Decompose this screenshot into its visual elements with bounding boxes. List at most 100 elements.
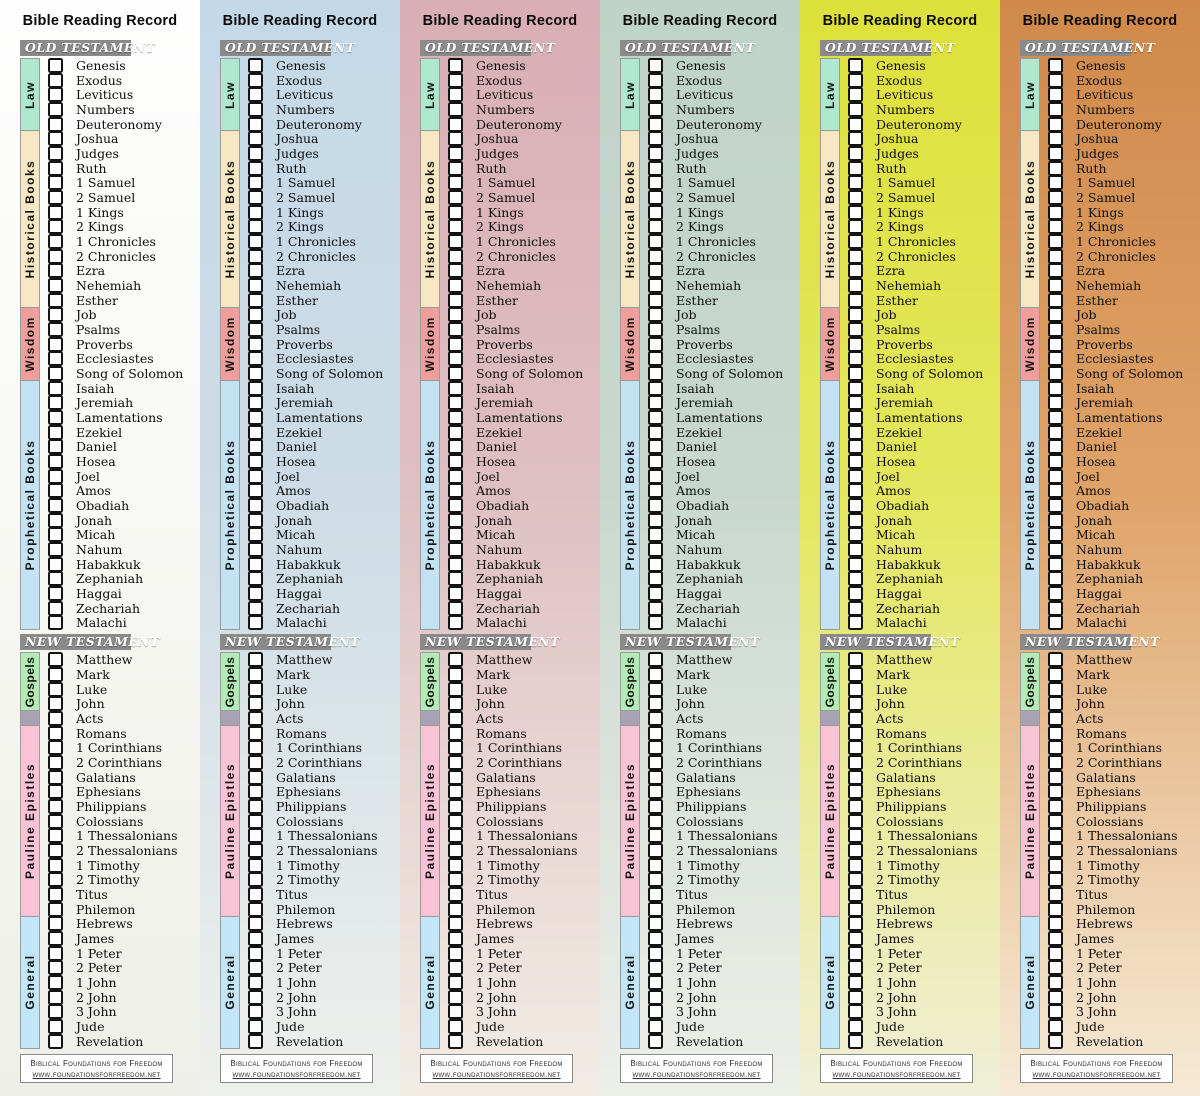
checkbox-exodus[interactable] — [848, 72, 863, 88]
checkbox-song-of-solomon[interactable] — [648, 365, 663, 381]
checkbox-2-peter[interactable] — [448, 960, 463, 976]
checkbox-2-timothy[interactable] — [48, 872, 63, 888]
checkbox-joshua[interactable] — [648, 131, 663, 147]
checkbox-ezra[interactable] — [848, 263, 863, 279]
checkbox-philemon[interactable] — [1048, 901, 1063, 917]
checkbox-2-timothy[interactable] — [648, 872, 663, 888]
checkbox-2-peter[interactable] — [248, 960, 263, 976]
checkbox-james[interactable] — [848, 931, 863, 947]
checkbox-jeremiah[interactable] — [448, 395, 463, 411]
checkbox-jonah[interactable] — [1048, 512, 1063, 528]
checkbox-leviticus[interactable] — [248, 87, 263, 103]
checkbox-micah[interactable] — [48, 527, 63, 543]
checkbox-1-thessalonians[interactable] — [1048, 828, 1063, 844]
checkbox-haggai[interactable] — [848, 586, 863, 602]
checkbox-joshua[interactable] — [1048, 131, 1063, 147]
checkbox-2-john[interactable] — [448, 989, 463, 1005]
checkbox-ezra[interactable] — [48, 263, 63, 279]
checkbox-1-peter[interactable] — [448, 945, 463, 961]
checkbox-2-john[interactable] — [48, 989, 63, 1005]
checkbox-numbers[interactable] — [1048, 101, 1063, 117]
checkbox-2-thessalonians[interactable] — [48, 843, 63, 859]
checkbox-daniel[interactable] — [648, 439, 663, 455]
checkbox-philemon[interactable] — [648, 901, 663, 917]
checkbox-jeremiah[interactable] — [248, 395, 263, 411]
checkbox-romans[interactable] — [248, 725, 263, 741]
checkbox-malachi[interactable] — [848, 615, 863, 631]
checkbox-titus[interactable] — [448, 887, 463, 903]
checkbox-leviticus[interactable] — [1048, 87, 1063, 103]
checkbox-joel[interactable] — [848, 468, 863, 484]
checkbox-ezra[interactable] — [248, 263, 263, 279]
checkbox-jonah[interactable] — [848, 512, 863, 528]
checkbox-isaiah[interactable] — [48, 380, 63, 396]
checkbox-joel[interactable] — [648, 468, 663, 484]
checkbox-psalms[interactable] — [448, 321, 463, 337]
checkbox-judges[interactable] — [448, 145, 463, 161]
checkbox-1-peter[interactable] — [48, 945, 63, 961]
checkbox-1-corinthians[interactable] — [648, 740, 663, 756]
checkbox-zechariah[interactable] — [448, 600, 463, 616]
checkbox-james[interactable] — [48, 931, 63, 947]
checkbox-esther[interactable] — [448, 292, 463, 308]
checkbox-2-thessalonians[interactable] — [848, 843, 863, 859]
checkbox-luke[interactable] — [648, 681, 663, 697]
checkbox-judges[interactable] — [848, 145, 863, 161]
checkbox-psalms[interactable] — [1048, 321, 1063, 337]
checkbox-romans[interactable] — [48, 725, 63, 741]
checkbox-habakkuk[interactable] — [448, 556, 463, 572]
checkbox-daniel[interactable] — [1048, 439, 1063, 455]
checkbox-luke[interactable] — [1048, 681, 1063, 697]
checkbox-proverbs[interactable] — [1048, 336, 1063, 352]
checkbox-joel[interactable] — [448, 468, 463, 484]
checkbox-3-john[interactable] — [48, 1004, 63, 1020]
checkbox-job[interactable] — [848, 307, 863, 323]
checkbox-2-chronicles[interactable] — [1048, 248, 1063, 264]
checkbox-joshua[interactable] — [48, 131, 63, 147]
checkbox-1-chronicles[interactable] — [448, 233, 463, 249]
checkbox-2-samuel[interactable] — [848, 189, 863, 205]
checkbox-luke[interactable] — [248, 681, 263, 697]
checkbox-nehemiah[interactable] — [448, 277, 463, 293]
checkbox-colossians[interactable] — [648, 813, 663, 829]
checkbox-amos[interactable] — [248, 483, 263, 499]
checkbox-colossians[interactable] — [48, 813, 63, 829]
checkbox-habakkuk[interactable] — [248, 556, 263, 572]
checkbox-mark[interactable] — [248, 667, 263, 682]
checkbox-2-kings[interactable] — [448, 219, 463, 235]
checkbox-philemon[interactable] — [448, 901, 463, 917]
checkbox-romans[interactable] — [648, 725, 663, 741]
checkbox-exodus[interactable] — [1048, 72, 1063, 88]
checkbox-genesis[interactable] — [248, 57, 263, 73]
checkbox-1-kings[interactable] — [448, 204, 463, 220]
checkbox-proverbs[interactable] — [248, 336, 263, 352]
checkbox-ephesians[interactable] — [848, 784, 863, 800]
checkbox-mark[interactable] — [848, 667, 863, 682]
checkbox-2-chronicles[interactable] — [848, 248, 863, 264]
checkbox-joel[interactable] — [1048, 468, 1063, 484]
checkbox-2-samuel[interactable] — [448, 189, 463, 205]
checkbox-philippians[interactable] — [648, 799, 663, 815]
checkbox-1-john[interactable] — [648, 975, 663, 991]
checkbox-2-kings[interactable] — [1048, 219, 1063, 235]
checkbox-deuteronomy[interactable] — [848, 116, 863, 132]
checkbox-1-thessalonians[interactable] — [248, 828, 263, 844]
checkbox-esther[interactable] — [648, 292, 663, 308]
checkbox-hosea[interactable] — [1048, 453, 1063, 469]
checkbox-proverbs[interactable] — [848, 336, 863, 352]
checkbox-matthew[interactable] — [1048, 652, 1063, 668]
checkbox-john[interactable] — [48, 696, 63, 712]
checkbox-2-thessalonians[interactable] — [648, 843, 663, 859]
checkbox-2-thessalonians[interactable] — [448, 843, 463, 859]
checkbox-1-samuel[interactable] — [1048, 175, 1063, 191]
checkbox-ezra[interactable] — [448, 263, 463, 279]
checkbox-3-john[interactable] — [848, 1004, 863, 1020]
checkbox-amos[interactable] — [848, 483, 863, 499]
checkbox-acts[interactable] — [248, 711, 263, 727]
checkbox-hosea[interactable] — [48, 453, 63, 469]
checkbox-habakkuk[interactable] — [848, 556, 863, 572]
checkbox-joshua[interactable] — [448, 131, 463, 147]
checkbox-ephesians[interactable] — [48, 784, 63, 800]
checkbox-nehemiah[interactable] — [648, 277, 663, 293]
checkbox-ezekiel[interactable] — [448, 424, 463, 440]
